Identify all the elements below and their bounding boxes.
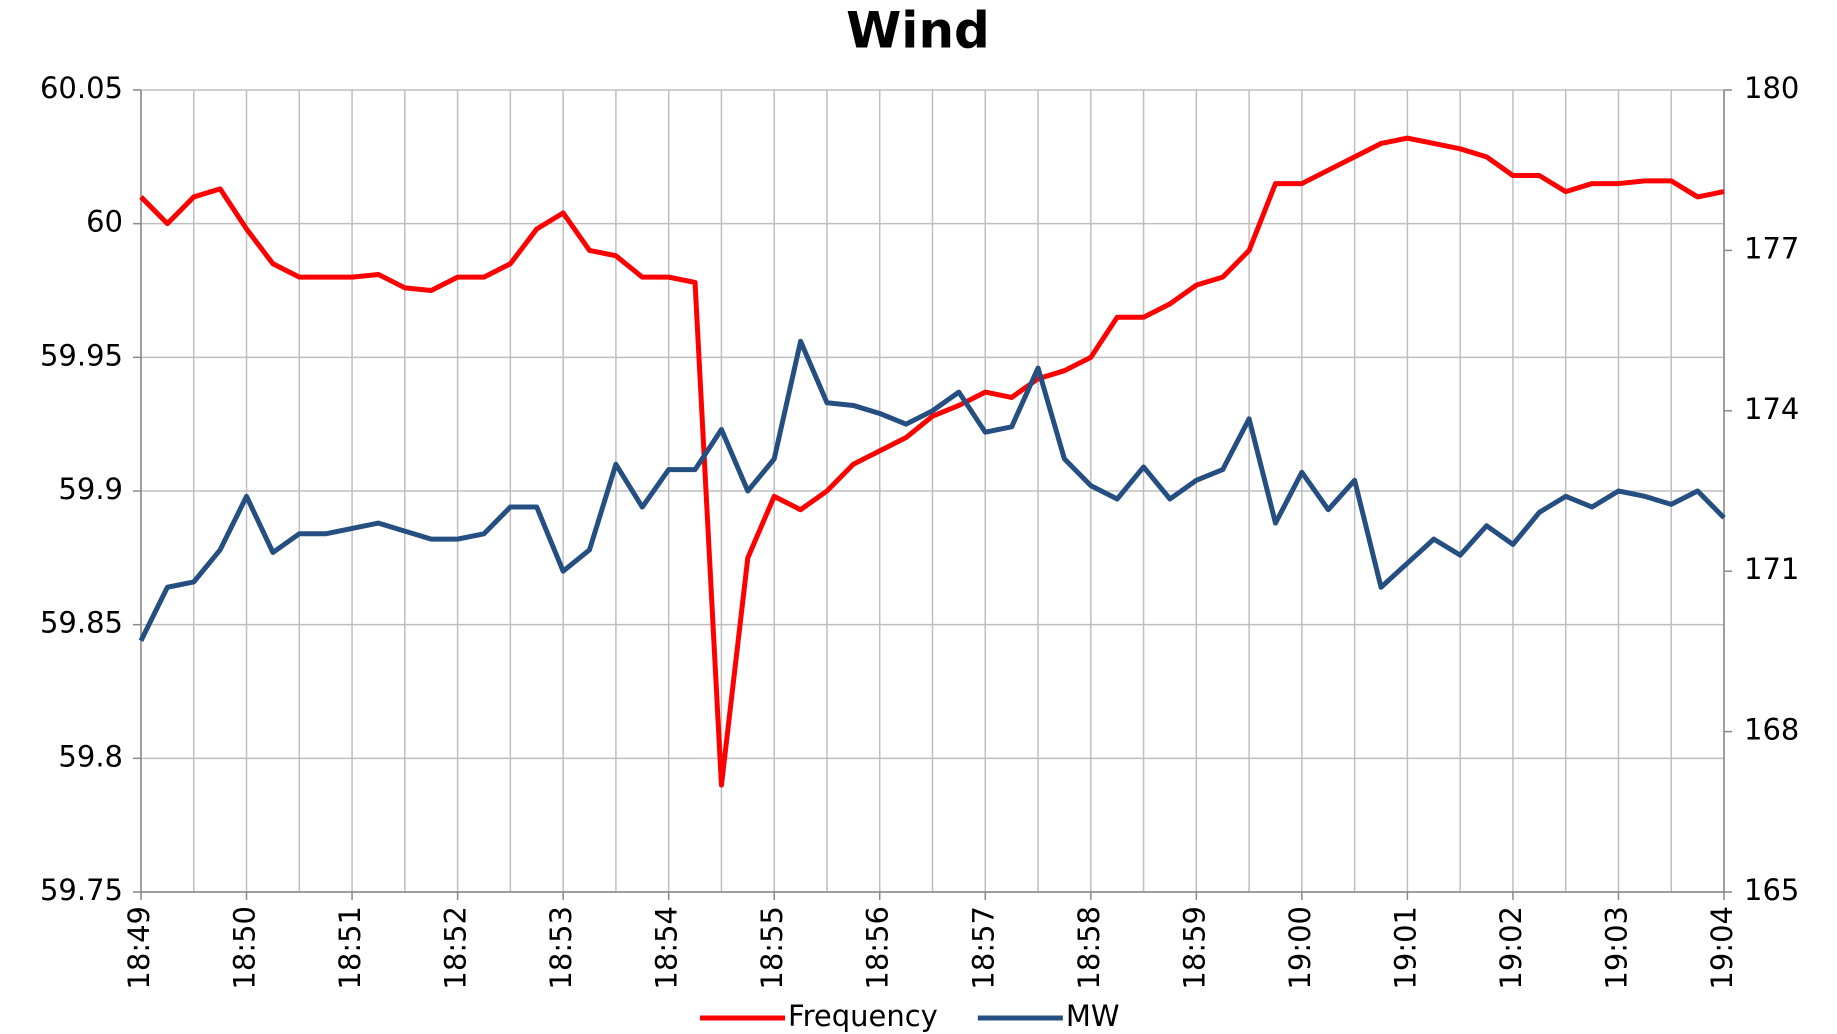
- x-tick-label: 19:04: [1705, 906, 1739, 990]
- x-tick-label: 18:59: [1177, 906, 1211, 990]
- y-tick-label: 59.9: [58, 472, 123, 506]
- x-tick-label: 18:58: [1072, 906, 1106, 990]
- y-tick-label: 60.05: [40, 71, 123, 105]
- x-tick-label: 19:00: [1283, 906, 1317, 990]
- x-tick-label: 18:57: [966, 906, 1000, 990]
- x-tick-label: 18:54: [650, 906, 684, 990]
- y2-tick-label: 180: [1744, 71, 1799, 105]
- x-tick-label: 18:56: [861, 906, 895, 990]
- legend-label: Frequency: [788, 999, 938, 1033]
- y2-tick-label: 168: [1744, 713, 1799, 747]
- x-tick-label: 18:49: [122, 906, 156, 990]
- x-tick-label: 19:02: [1494, 906, 1528, 990]
- x-tick-label: 18:50: [228, 906, 262, 990]
- y-tick-label: 59.85: [40, 606, 123, 640]
- y-tick-label: 59.8: [58, 739, 123, 773]
- series-line: [139, 135, 1725, 788]
- x-tick-label: 18:55: [755, 906, 789, 990]
- y-tick-label: 59.95: [40, 338, 123, 372]
- y2-tick-label: 165: [1744, 873, 1799, 907]
- legend-label: MW: [1066, 999, 1120, 1033]
- series-line: [138, 338, 1726, 642]
- chart-title: Wind: [846, 2, 990, 60]
- x-tick-label: 19:01: [1388, 906, 1422, 990]
- y-tick-label: 59.75: [40, 873, 123, 907]
- y2-tick-label: 174: [1744, 392, 1799, 426]
- x-tick-label: 18:52: [439, 906, 473, 990]
- y2-tick-label: 177: [1744, 231, 1799, 265]
- x-tick-label: 18:53: [544, 906, 578, 990]
- y-tick-label: 60: [86, 205, 123, 239]
- x-tick-label: 18:51: [333, 906, 367, 990]
- y2-tick-label: 171: [1744, 552, 1799, 586]
- x-tick-label: 19:03: [1599, 906, 1633, 990]
